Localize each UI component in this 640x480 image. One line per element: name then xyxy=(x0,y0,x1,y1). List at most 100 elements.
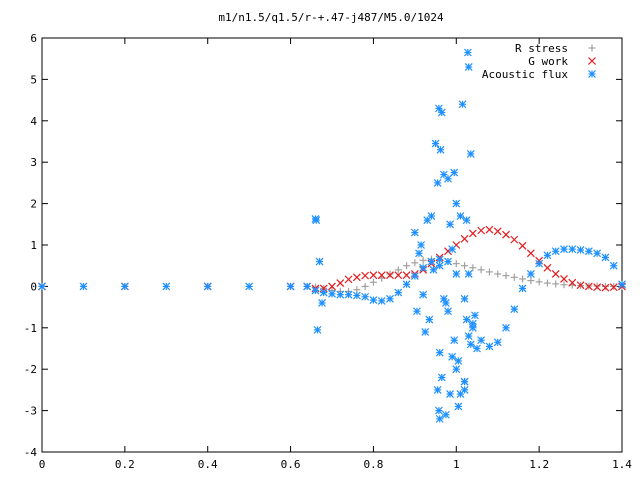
acoustic-flux-point xyxy=(493,338,502,347)
r-stress-point xyxy=(419,256,427,264)
acoustic-flux-point xyxy=(618,280,626,289)
acoustic-flux-point xyxy=(369,296,378,304)
acoustic-flux-point xyxy=(460,294,469,303)
r-stress-point xyxy=(510,273,518,281)
y-tick-label: -3 xyxy=(24,405,37,418)
acoustic-flux-point xyxy=(425,315,434,324)
g-work-point xyxy=(386,271,394,280)
acoustic-flux-point xyxy=(437,373,446,382)
acoustic-flux-point xyxy=(410,272,419,280)
legend-label: R stress xyxy=(515,42,568,55)
r-stress-point xyxy=(552,280,560,288)
data-series xyxy=(38,48,626,423)
r-stress-point xyxy=(477,266,485,274)
x-tick-label: 0.6 xyxy=(281,458,301,471)
acoustic-flux-point xyxy=(526,270,535,278)
acoustic-flux-point xyxy=(444,174,452,183)
acoustic-flux-point xyxy=(336,290,345,299)
r-stress-point xyxy=(502,272,510,280)
acoustic-flux-point xyxy=(38,282,46,291)
r-stress-point xyxy=(361,282,369,290)
g-work-point xyxy=(468,229,477,238)
acoustic-flux-point xyxy=(444,307,452,316)
g-work-point xyxy=(369,271,378,280)
g-work-point xyxy=(336,279,345,288)
g-work-point xyxy=(477,226,486,235)
y-tick-label: 3 xyxy=(30,156,37,169)
g-work-point xyxy=(576,281,585,290)
acoustic-flux-point xyxy=(303,282,312,291)
acoustic-flux-point xyxy=(458,100,467,109)
y-tick-label: 4 xyxy=(30,115,37,128)
r-stress-point xyxy=(411,259,419,267)
chart-title: m1/n1.5/q1.5/r-+.47-j487/M5.0/1024 xyxy=(218,11,444,24)
acoustic-flux-point xyxy=(120,282,129,291)
acoustic-flux-point xyxy=(477,336,486,345)
legend-marker xyxy=(588,70,596,78)
acoustic-flux-point xyxy=(446,220,454,229)
y-tick-label: 5 xyxy=(30,73,37,86)
acoustic-flux-point xyxy=(361,292,370,301)
acoustic-flux-point xyxy=(551,247,560,256)
x-tick-label: 0 xyxy=(39,458,46,471)
acoustic-flux-point xyxy=(415,249,423,258)
acoustic-flux-point xyxy=(462,315,471,324)
acoustic-flux-point xyxy=(446,390,454,398)
g-work-point xyxy=(526,249,535,258)
g-work-point xyxy=(601,283,610,292)
r-stress-point xyxy=(386,270,394,278)
acoustic-flux-point xyxy=(593,249,602,258)
g-work-point xyxy=(493,227,502,236)
g-work-point xyxy=(344,275,353,284)
acoustic-flux-point xyxy=(473,344,481,353)
acoustic-flux-point xyxy=(454,356,463,365)
y-tick-label: -1 xyxy=(24,322,37,335)
acoustic-flux-point xyxy=(466,149,475,158)
acoustic-flux-point xyxy=(466,340,475,349)
legend-label: Acoustic flux xyxy=(482,68,568,81)
acoustic-flux-point xyxy=(452,199,461,208)
acoustic-flux-point xyxy=(427,212,436,220)
legend-marker xyxy=(588,57,596,65)
g-work-point xyxy=(518,241,527,250)
acoustic-flux-point xyxy=(162,282,171,291)
series-g-work xyxy=(38,225,626,293)
acoustic-flux-point xyxy=(427,257,436,266)
axis-ticks: 0 0.2 0.4 0.6 0.8 1 1.2 1.4 6 5 4 3 2 1 0 -1 -2 -3 -4 xyxy=(24,32,633,471)
acoustic-flux-point xyxy=(485,342,494,351)
acoustic-flux-point xyxy=(576,246,585,254)
acoustic-flux-point xyxy=(434,104,443,113)
acoustic-flux-point xyxy=(456,212,465,220)
acoustic-flux-point xyxy=(435,348,444,357)
acoustic-flux-point xyxy=(584,247,593,256)
legend-label: G work xyxy=(528,55,568,68)
acoustic-flux-point xyxy=(454,402,463,411)
g-work-point xyxy=(584,282,593,291)
r-stress-point xyxy=(601,282,609,290)
acoustic-flux-point xyxy=(439,294,448,303)
g-work-point xyxy=(609,283,618,292)
acoustic-flux-point xyxy=(462,216,471,225)
plot-frame xyxy=(41,37,623,453)
acoustic-flux-point xyxy=(543,251,552,260)
acoustic-flux-point xyxy=(429,265,438,274)
acoustic-flux-point xyxy=(286,282,295,291)
acoustic-flux-point xyxy=(319,288,328,297)
acoustic-flux-point xyxy=(452,365,461,374)
acoustic-flux-point xyxy=(79,282,88,291)
acoustic-flux-point xyxy=(464,332,473,341)
g-work-point xyxy=(460,234,469,243)
acoustic-flux-point xyxy=(421,328,430,336)
x-tick-label: 0.8 xyxy=(363,458,383,471)
r-stress-point xyxy=(535,278,543,286)
acoustic-flux-point xyxy=(203,282,212,291)
acoustic-flux-point xyxy=(460,377,469,386)
acoustic-flux-point xyxy=(433,178,442,187)
acoustic-flux-point xyxy=(471,311,479,320)
x-tick-label: 0.4 xyxy=(198,458,218,471)
acoustic-flux-point xyxy=(394,288,403,297)
acoustic-flux-point xyxy=(452,270,461,278)
x-tick-label: 1.2 xyxy=(529,458,549,471)
acoustic-flux-point xyxy=(312,216,321,225)
